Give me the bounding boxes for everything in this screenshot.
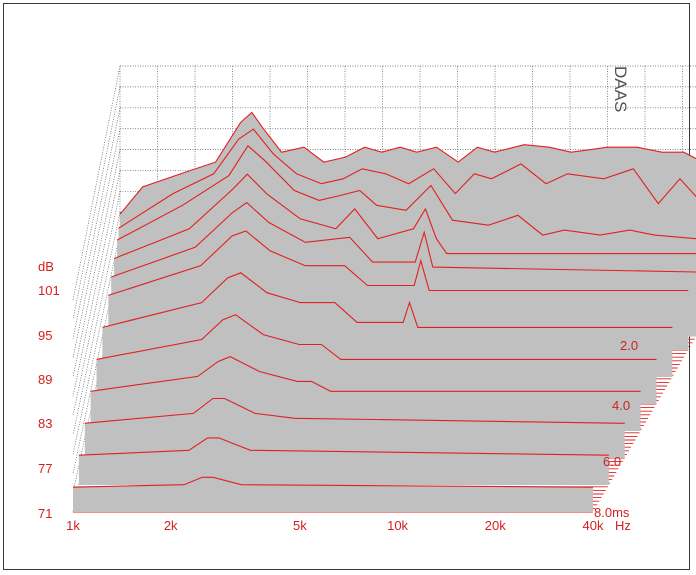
z-tick-label: 4.0 [612, 398, 630, 413]
grid-line-side [72, 233, 121, 455]
slice-line [111, 201, 696, 278]
x-tick-label: 1k [66, 518, 80, 533]
x-tick-label: 2k [164, 518, 178, 533]
slice-line [118, 128, 696, 229]
grid-line-side [72, 212, 121, 435]
tick-labels: dB 101 95 89 83 77 71 1k 2k 5k 10k 20k 40k Hz 2.0 4.0 6.… [38, 259, 638, 533]
grid-line-side [72, 107, 121, 339]
x-tick-label: 20k [485, 518, 506, 533]
x-tick-label: 10k [387, 518, 408, 533]
y-tick-label: 77 [38, 461, 52, 476]
slice-fill [73, 477, 593, 512]
z-tick-label: 2.0 [620, 338, 638, 353]
x-tick-label: 40k [583, 518, 604, 533]
slice-fill [78, 437, 609, 485]
grid-line-side [72, 170, 121, 397]
slice-line [116, 144, 696, 241]
x-tick-label: 5k [293, 518, 307, 533]
slice-line [90, 355, 641, 392]
slice-line [113, 173, 696, 260]
slice-line [102, 272, 673, 328]
y-axis-unit: dB [38, 259, 54, 274]
grid-line-side [72, 86, 121, 320]
y-tick-label: 101 [38, 283, 60, 298]
slice-line [84, 397, 625, 424]
grid-line-side [72, 191, 121, 416]
brand-logo-text: DAAS [611, 66, 630, 112]
slices [72, 111, 696, 512]
y-tick-label: 71 [38, 506, 52, 521]
z-tick-label: 6.0 [603, 454, 621, 469]
x-axis-unit: Hz [615, 518, 631, 533]
y-tick-label: 95 [38, 328, 52, 343]
y-tick-label: 89 [38, 372, 52, 387]
slice-line [108, 230, 689, 296]
slice-line [78, 437, 609, 456]
slice-line [72, 476, 594, 488]
slice-line [119, 111, 696, 215]
z-tick-label: 8.0ms [594, 505, 630, 520]
y-tick-label: 83 [38, 416, 52, 431]
slice-line [96, 314, 657, 360]
